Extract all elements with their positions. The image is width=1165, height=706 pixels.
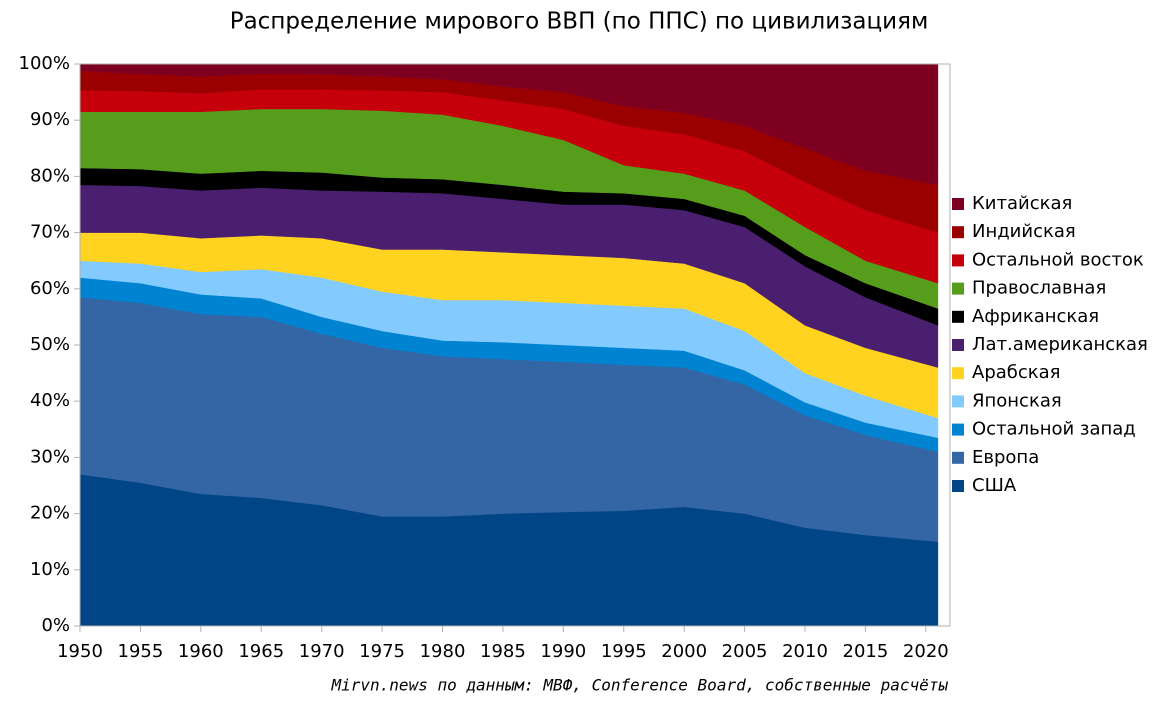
x-tick-label: 1950 <box>57 641 103 662</box>
y-tick-label: 40% <box>30 390 70 411</box>
y-tick-label: 100% <box>19 53 70 74</box>
legend-swatch <box>952 282 964 295</box>
legend-swatch <box>952 339 964 351</box>
y-tick-label: 80% <box>30 165 70 186</box>
y-tick-label: 90% <box>30 109 70 130</box>
legend-swatch <box>952 254 964 267</box>
legend-label: Остальной восток <box>972 249 1144 270</box>
y-tick-label: 60% <box>30 278 70 299</box>
legend-label: США <box>972 475 1017 496</box>
legend-label: Китайская <box>972 193 1072 214</box>
y-tick-label: 30% <box>30 446 70 467</box>
legend-label: Остальной запад <box>972 419 1136 440</box>
x-tick-label: 1975 <box>359 641 405 662</box>
y-tick-label: 20% <box>30 503 70 524</box>
x-tick-label: 2010 <box>782 641 828 662</box>
x-tick-label: 1960 <box>178 641 224 662</box>
legend-swatch <box>952 226 964 239</box>
legend-swatch <box>952 480 964 492</box>
legend-swatch <box>952 198 964 210</box>
legend-swatch <box>952 395 964 408</box>
legend-label: Индийская <box>972 221 1076 242</box>
x-tick-label: 1995 <box>601 641 647 662</box>
legend-label: Арабская <box>972 362 1061 383</box>
x-tick-label: 1965 <box>238 641 284 662</box>
chart-title: Распределение мирового ВВП (по ППС) по ц… <box>230 9 929 35</box>
legend-label: Лат.американская <box>972 334 1148 355</box>
x-tick-label: 2000 <box>661 641 707 662</box>
legend-label: Африканская <box>972 306 1099 327</box>
x-tick-label: 1980 <box>420 641 466 662</box>
legend-swatch <box>952 451 964 464</box>
legend-label: Европа <box>972 447 1039 468</box>
legend-swatch <box>952 423 964 436</box>
legend-label: Православная <box>972 278 1106 299</box>
x-tick-label: 2020 <box>903 641 949 662</box>
legend-swatch <box>952 367 964 380</box>
y-tick-label: 50% <box>30 334 70 355</box>
legend-label: Японская <box>972 390 1062 411</box>
source-note: Mirvn.news по данным: МВФ, Conference Bo… <box>331 676 949 695</box>
y-tick-label: 0% <box>41 615 70 636</box>
x-tick-label: 2015 <box>843 641 889 662</box>
legend-swatch <box>952 310 964 323</box>
x-tick-label: 1955 <box>118 641 164 662</box>
x-tick-label: 2005 <box>722 641 768 662</box>
x-tick-label: 1990 <box>540 641 586 662</box>
x-tick-label: 1985 <box>480 641 526 662</box>
y-tick-label: 10% <box>30 559 70 580</box>
x-tick-label: 1970 <box>299 641 345 662</box>
y-tick-label: 70% <box>30 222 70 243</box>
